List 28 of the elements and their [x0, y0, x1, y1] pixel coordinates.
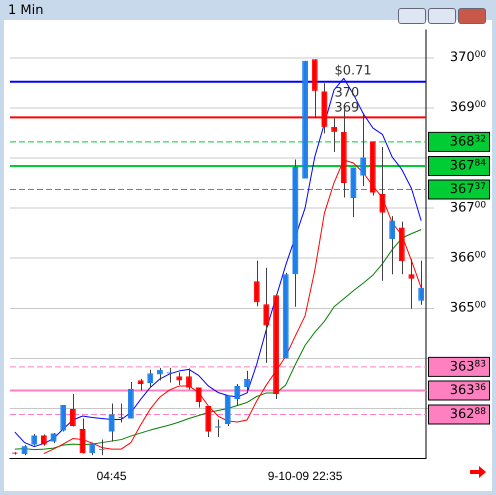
- annotation: 369: [334, 100, 360, 116]
- candlestick: [70, 393, 76, 428]
- x-tick-label: 04:45: [96, 469, 127, 484]
- candlestick: [89, 442, 96, 456]
- candlestick: [157, 367, 163, 381]
- candlestick: [254, 260, 260, 307]
- candlestick: [418, 260, 424, 306]
- candlestick: [118, 402, 124, 424]
- candlestick: [176, 372, 182, 386]
- candlestick: [244, 370, 250, 394]
- candlestick: [360, 112, 366, 187]
- annotation: $0.71: [334, 64, 372, 79]
- candlestick: [108, 402, 114, 442]
- candlestick: [408, 258, 414, 310]
- candlestick: [138, 378, 144, 391]
- candlestick: [263, 267, 270, 364]
- candlestick: [186, 368, 192, 390]
- candlestick: [22, 444, 28, 456]
- candlestick: [205, 405, 212, 438]
- x-tick-label: 9-10-09 22:35: [268, 469, 343, 484]
- candlestick: [60, 404, 66, 432]
- chart-title: 1 Min: [8, 3, 44, 18]
- candlestick: [196, 386, 202, 408]
- candlestick: [147, 369, 154, 388]
- candlestick: [50, 432, 56, 444]
- candlestick: [389, 216, 396, 275]
- candlestick: [234, 383, 240, 406]
- candlestick: [31, 434, 38, 446]
